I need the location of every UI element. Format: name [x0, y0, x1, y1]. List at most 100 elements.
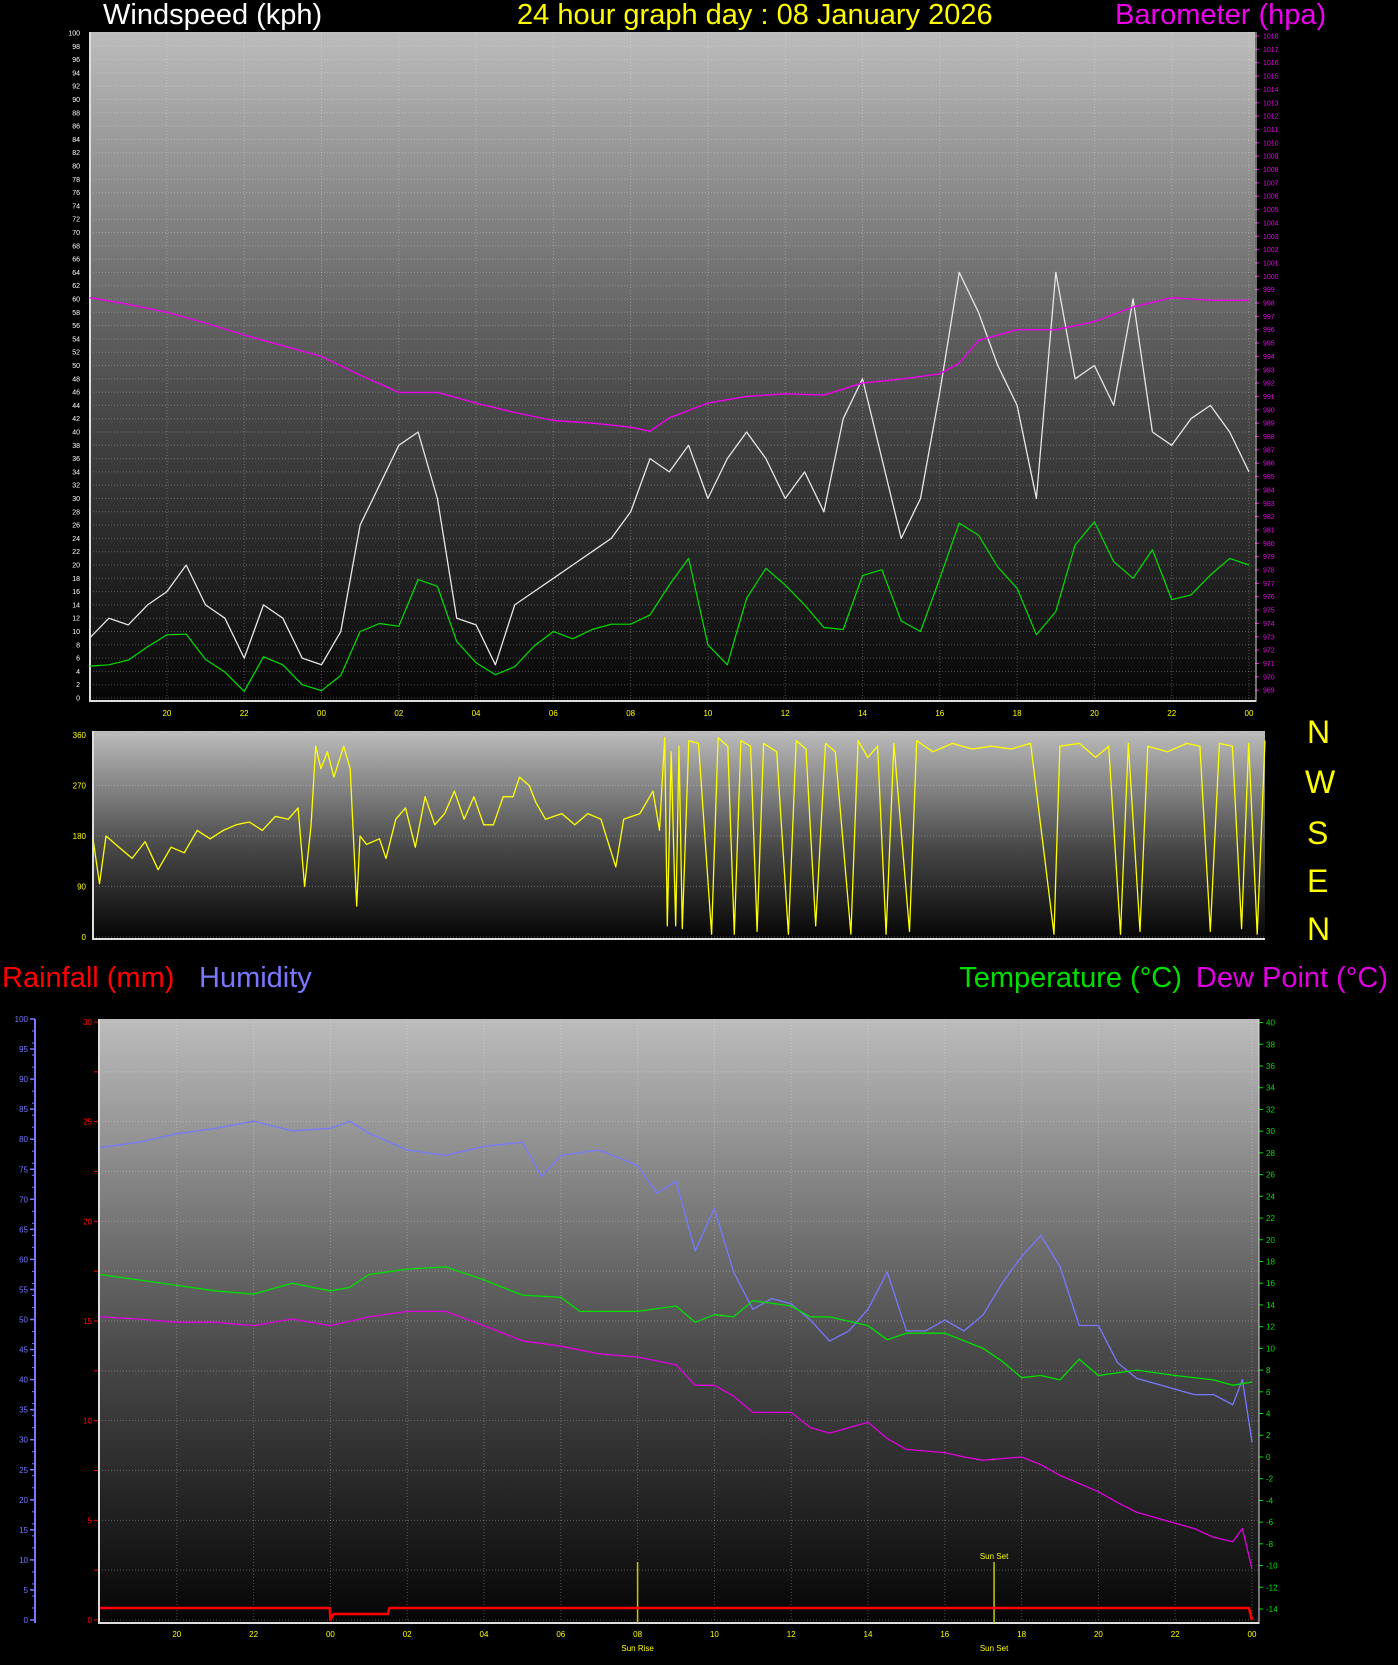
rain-time-tick-label: 04 [480, 1630, 489, 1639]
barometer-tick-label: 991 [1263, 394, 1275, 401]
wind-tick-label: 44 [72, 403, 80, 410]
rain-time-tick-label: 20 [172, 1630, 181, 1639]
barometer-tick-label: 1002 [1263, 247, 1279, 254]
wind-tick-label: 54 [72, 336, 80, 343]
temperature-tick-label: 20 [1266, 1236, 1275, 1245]
barometer-tick-label: 1004 [1263, 220, 1279, 227]
wind-time-tick-label: 00 [317, 709, 326, 718]
wind-time-tick-label: 08 [626, 709, 635, 718]
barometer-tick-label: 1006 [1263, 194, 1279, 201]
temperature-tick-label: 0 [1266, 1453, 1271, 1462]
direction-tick-label: 180 [73, 832, 87, 841]
wind-time-tick-label: 14 [858, 709, 867, 718]
wind-tick-label: 66 [72, 257, 80, 264]
humidity-tick-label: 90 [19, 1075, 28, 1084]
barometer-tick-label: 977 [1263, 581, 1275, 588]
barometer-tick-label: 1003 [1263, 234, 1279, 241]
dew-point-line [99, 1310, 1253, 1569]
wind-time-tick-label: 00 [1245, 709, 1254, 718]
rain-temp-plot-area [99, 1019, 1259, 1623]
rain-time-tick-label: 10 [710, 1630, 719, 1639]
wind-tick-label: 14 [72, 602, 80, 609]
wind-tick-label: 56 [72, 323, 80, 330]
wind-tick-label: 74 [72, 203, 80, 210]
temperature-line [99, 1266, 1253, 1386]
wind-tick-label: 84 [72, 137, 80, 144]
wind-tick-label: 92 [72, 84, 80, 91]
barometer-tick-label: 1008 [1263, 167, 1279, 174]
rain-time-tick-label: 06 [556, 1630, 565, 1639]
temperature-tick-label: 36 [1266, 1062, 1275, 1071]
wind-tick-label: 24 [72, 536, 80, 543]
humidity-tick-label: 5 [24, 1586, 29, 1595]
humidity-tick-label: 100 [15, 1015, 29, 1024]
wind-tick-label: 8 [76, 642, 80, 649]
wind-tick-label: 40 [72, 430, 80, 437]
direction-letter-e: E [1307, 863, 1329, 899]
rain-time-tick-label: 14 [864, 1630, 873, 1639]
temperature-tick-label: 32 [1266, 1105, 1275, 1114]
rain-time-tick-label: 08 [633, 1630, 642, 1639]
legend-dew-point: Dew Point (°C) [1195, 962, 1388, 994]
direction-tick-label: 90 [77, 883, 86, 892]
temperature-tick-label: 30 [1266, 1127, 1275, 1136]
humidity-tick-label: 55 [19, 1285, 28, 1294]
rain-time-tick-label: 12 [787, 1630, 796, 1639]
wind-tick-label: 4 [76, 669, 80, 676]
barometer-tick-label: 1010 [1263, 140, 1279, 147]
wind-tick-label: 2 [76, 682, 80, 689]
legend-rainfall: Rainfall (mm) [2, 962, 175, 994]
barometer-tick-label: 972 [1263, 648, 1275, 655]
rainfall-line [100, 1606, 1254, 1622]
barometer-tick-label: 1005 [1263, 207, 1279, 214]
wind-tick-label: 86 [72, 124, 80, 131]
barometer-tick-label: 983 [1263, 501, 1275, 508]
rain-tick-label: 10 [83, 1417, 92, 1426]
windspeed-axis-title: Windspeed (kph) [103, 0, 323, 31]
wind-direction-line [92, 737, 1266, 935]
temperature-tick-label: -14 [1266, 1605, 1278, 1614]
direction-letter-n-bottom: N [1307, 911, 1331, 947]
wind-time-tick-label: 12 [781, 709, 790, 718]
sun-marker-label: Sun Set [980, 1644, 1009, 1653]
barometer-tick-label: 976 [1263, 594, 1275, 601]
barometer-tick-label: 973 [1263, 634, 1275, 641]
temperature-tick-label: 26 [1266, 1171, 1275, 1180]
barometer-tick-label: 995 [1263, 341, 1275, 348]
temperature-tick-label: 40 [1266, 1019, 1275, 1028]
wind-average-line [89, 521, 1250, 693]
wind-tick-label: 100 [68, 31, 80, 38]
wind-tick-label: 64 [72, 270, 80, 277]
rain-time-tick-label: 22 [1171, 1630, 1180, 1639]
wind-tick-label: 68 [72, 243, 80, 250]
wind-tick-label: 38 [72, 443, 80, 450]
legend-temperature: Temperature (°C) [959, 962, 1182, 994]
barometer-tick-label: 988 [1263, 434, 1275, 441]
barometer-tick-label: 981 [1263, 527, 1275, 534]
temperature-tick-label: -8 [1266, 1540, 1274, 1549]
temperature-tick-label: 4 [1266, 1410, 1271, 1419]
legend-humidity: Humidity [199, 962, 312, 994]
wind-tick-label: 82 [72, 150, 80, 157]
wind-tick-label: 58 [72, 310, 80, 317]
wind-tick-label: 80 [72, 164, 80, 171]
wind-time-tick-label: 22 [240, 709, 249, 718]
direction-letter-s: S [1307, 815, 1329, 851]
temperature-tick-label: 8 [1266, 1366, 1271, 1375]
wind-tick-label: 36 [72, 456, 80, 463]
humidity-tick-label: 75 [19, 1165, 28, 1174]
barometer-tick-label: 979 [1263, 554, 1275, 561]
temperature-tick-label: -4 [1266, 1496, 1274, 1505]
wind-tick-label: 48 [72, 376, 80, 383]
rain-tick-label: 20 [83, 1217, 92, 1226]
barometer-tick-label: 986 [1263, 461, 1275, 468]
wind-tick-label: 6 [76, 656, 80, 663]
humidity-tick-label: 60 [19, 1255, 28, 1264]
barometer-tick-label: 1007 [1263, 180, 1279, 187]
rain-tick-label: 0 [88, 1616, 93, 1625]
wind-tick-label: 22 [72, 549, 80, 556]
direction-tick-label: 0 [82, 933, 87, 942]
barometer-tick-label: 969 [1263, 688, 1275, 695]
barometer-tick-label: 985 [1263, 474, 1275, 481]
